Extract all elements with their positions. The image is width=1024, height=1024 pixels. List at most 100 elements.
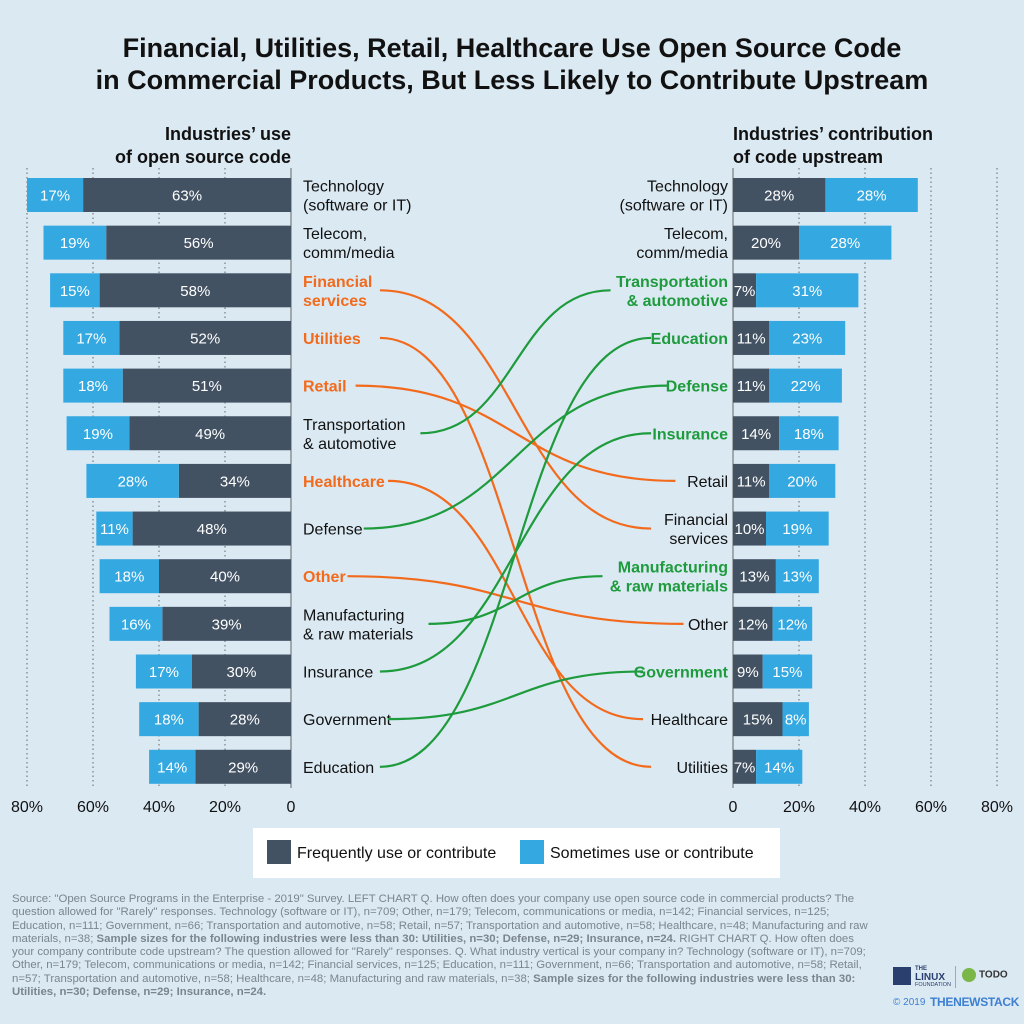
left-bar-sometimes [63, 368, 123, 403]
left-bar-sometimes [99, 559, 159, 594]
right-bar-sometimes [772, 606, 813, 641]
right-tick-label: 60% [915, 799, 947, 816]
left-category-label: Telecom, [303, 226, 367, 243]
left-category-label: services [303, 293, 367, 310]
legend-label-frequent: Frequently use or contribute [297, 845, 496, 862]
right-bar-label-frequent: 11% [737, 330, 766, 347]
left-bar-frequent [198, 702, 291, 737]
left-bar-label-sometimes: 16% [121, 616, 151, 633]
left-bar-sometimes [96, 511, 133, 546]
left-category-label: Transportation [303, 417, 406, 434]
right-bar-sometimes [769, 463, 836, 498]
right-bar-label-sometimes: 23% [792, 330, 822, 347]
left-category-label: & raw materials [303, 626, 413, 643]
connector-line [420, 289, 611, 435]
source-note-text: Source: "Open Source Programs in the Ent… [12, 893, 868, 945]
left-bar-label-frequent: 52% [190, 330, 220, 347]
right-category-label: Financial [664, 512, 728, 529]
left-bar-frequent [192, 654, 291, 689]
connector-line [379, 336, 652, 768]
left-bar-sometimes [149, 749, 196, 784]
logo-text-foundation: FOUNDATION [915, 982, 951, 988]
todo-logo-mark [962, 968, 976, 982]
page-title-line: Financial, Utilities, Retail, Healthcare… [122, 33, 902, 63]
todo-logo: TODO [962, 968, 1008, 982]
right-bar-frequent [733, 416, 780, 451]
left-bar-label-frequent: 58% [180, 283, 210, 300]
left-bar-label-sometimes: 19% [60, 235, 90, 252]
right-chart-title: Industries’ contribution [733, 124, 933, 144]
right-bar-label-frequent: 7% [734, 283, 756, 300]
right-bar-label-frequent: 11% [737, 378, 766, 395]
right-tick-label: 40% [849, 799, 881, 816]
left-bar-frequent [122, 368, 291, 403]
right-bar-label-sometimes: 19% [782, 521, 812, 538]
right-bar-label-sometimes: 28% [830, 235, 860, 252]
right-bar-frequent [733, 702, 783, 737]
left-bar-sometimes [63, 320, 120, 355]
connector-line [355, 384, 676, 482]
left-bar-sometimes [109, 606, 163, 641]
left-bar-label-sometimes: 19% [83, 426, 113, 443]
right-bar-sometimes [756, 273, 859, 308]
right-bar-label-frequent: 13% [739, 569, 769, 586]
right-chart-title: of code upstream [733, 147, 883, 167]
right-bar-label-frequent: 20% [751, 235, 781, 252]
right-bar-sometimes [825, 178, 918, 212]
left-bar-label-frequent: 51% [192, 378, 222, 395]
source-note-bold: Sample sizes for the following industrie… [96, 932, 677, 945]
left-bar-label-frequent: 48% [197, 521, 227, 538]
left-bar-label-frequent: 49% [195, 426, 225, 443]
right-bar-frequent [733, 178, 826, 212]
slope-bar-chart: 80% 60% 40% 20% 0 0 20% 40% 60% 80% Industries’ us… [11, 124, 1013, 878]
todo-logo-text: TODO [979, 969, 1008, 981]
left-bar-sometimes [135, 654, 192, 689]
page-title: Financial, Utilities, Retail, Healthcare… [0, 32, 1024, 96]
right-tick-label: 20% [783, 799, 815, 816]
left-bar-label-frequent: 56% [184, 235, 214, 252]
right-category-label: Healthcare [651, 712, 728, 729]
left-category-label: Financial [303, 274, 372, 291]
left-bar-label-sometimes: 17% [76, 330, 106, 347]
right-bar-frequent [733, 368, 770, 403]
left-bar-frequent [178, 463, 291, 498]
left-tick-label: 40% [143, 799, 175, 816]
source-note: Source: "Open Source Programs in the Ent… [12, 893, 872, 999]
left-tick-label: 80% [11, 799, 43, 816]
right-category-label: Education [651, 331, 728, 348]
right-bar-label-sometimes: 22% [791, 378, 821, 395]
right-bar-sometimes [769, 368, 842, 403]
right-bar-sometimes [782, 702, 809, 737]
right-tick-label: 0 [729, 799, 738, 816]
right-bar-sometimes [775, 559, 819, 594]
connector-line [363, 384, 668, 530]
left-category-label: comm/media [303, 245, 395, 262]
right-category-label: & automotive [627, 293, 728, 310]
left-category-label: (software or IT) [303, 198, 411, 215]
left-category-label: Education [303, 760, 374, 777]
right-bar-frequent [733, 320, 770, 355]
right-bar-frequent [733, 606, 773, 641]
left-bar-frequent [162, 606, 291, 641]
right-bar-label-frequent: 14% [741, 426, 771, 443]
left-bar-label-frequent: 30% [226, 664, 256, 681]
right-bar-label-frequent: 12% [738, 616, 768, 633]
left-tick-label: 20% [209, 799, 241, 816]
left-bar-label-frequent: 63% [172, 188, 202, 205]
source-note-text: RIGHT CHART Q. How often does your compa… [12, 932, 866, 985]
left-bar-frequent [132, 511, 291, 546]
left-category-label: Manufacturing [303, 607, 404, 624]
legend-swatch-sometimes [520, 840, 544, 864]
left-bar-label-frequent: 28% [230, 712, 260, 729]
left-bar-label-sometimes: 18% [114, 569, 144, 586]
right-bar-sometimes [766, 511, 829, 546]
right-category-label: Insurance [652, 426, 728, 443]
left-category-label: & automotive [303, 436, 396, 453]
right-bar-label-frequent: 11% [737, 473, 766, 490]
left-bar-frequent [106, 225, 291, 260]
left-bar-sometimes [50, 273, 100, 308]
linux-foundation-logo-mark [893, 967, 911, 985]
legend-swatch-frequent [267, 840, 291, 864]
legend-box [253, 828, 780, 878]
left-bar-sometimes [66, 416, 130, 451]
